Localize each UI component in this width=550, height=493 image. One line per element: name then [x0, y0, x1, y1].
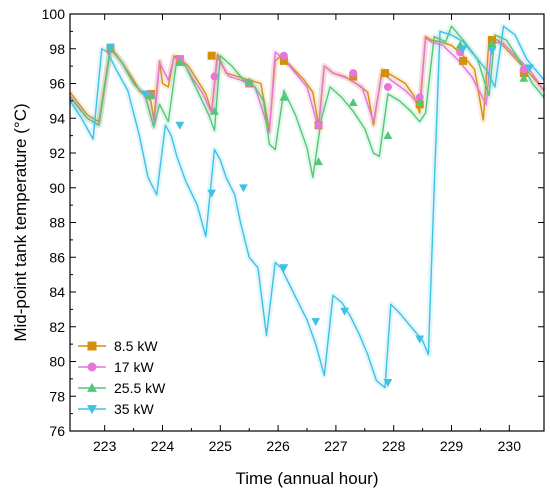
data-point-25-5-kw [519, 73, 529, 82]
x-tick-label: 223 [93, 438, 117, 454]
y-tick-label: 82 [49, 319, 65, 335]
data-point-35-kw [415, 335, 425, 344]
data-point-25-5-kw [415, 98, 425, 107]
data-point-25-5-kw [210, 106, 219, 115]
legend-label: 25.5 kW [114, 380, 166, 396]
data-point-8-5-kw [279, 56, 288, 65]
y-tick-label: 96 [49, 76, 65, 92]
data-point-17-kw [314, 121, 323, 130]
data-point-25-5-kw [348, 98, 358, 107]
x-tick-label: 229 [440, 438, 464, 454]
series-line-35-kw [69, 25, 545, 389]
data-point-25-5-kw [244, 77, 254, 86]
legend-marker [87, 382, 97, 392]
data-point-25-5-kw [314, 157, 323, 166]
data-point-35-kw [207, 189, 217, 198]
data-point-25-5-kw [175, 58, 185, 67]
series-line-25-5-kw [69, 25, 545, 179]
x-tick-label: 225 [209, 438, 233, 454]
data-point-35-kw [239, 184, 248, 193]
data-point-35-kw [525, 64, 534, 73]
y-tick-label: 76 [49, 423, 65, 439]
series-line-17-kw [69, 37, 545, 133]
y-tick-label: 98 [49, 41, 65, 57]
y-tick-label: 86 [49, 249, 65, 265]
data-point-17-kw [210, 72, 219, 81]
data-point-8-5-kw [459, 56, 468, 65]
data-point-35-kw [140, 90, 150, 99]
data-point-35-kw [106, 43, 115, 52]
legend-marker [87, 405, 97, 415]
data-point-35-kw [487, 47, 497, 56]
ticks-layer: 223 224 225 226 227 228 229 230 76 78 80 82 84 86 88 90… [42, 6, 544, 454]
data-point-25-5-kw [146, 91, 156, 100]
y-tick-label: 92 [49, 145, 65, 161]
y-tick-label: 78 [49, 388, 65, 404]
data-point-35-kw [383, 378, 393, 387]
data-point-25-5-kw [279, 92, 289, 101]
data-point-17-kw [349, 69, 358, 78]
series-layer [67, 23, 547, 391]
legend-marker [87, 341, 97, 351]
y-tick-label: 88 [49, 215, 65, 231]
x-tick-label: 227 [324, 438, 348, 454]
data-point-35-kw [279, 264, 289, 273]
data-point-35-kw [311, 318, 321, 327]
y-tick-label: 100 [42, 6, 66, 22]
legend-marker [87, 362, 97, 372]
y-tick-label: 84 [49, 284, 65, 300]
x-tick-label: 230 [498, 438, 522, 454]
data-point-25-5-kw [383, 131, 393, 140]
data-point-35-kw [175, 121, 185, 130]
y-axis-title: Mid-point tank temperature (°C) [11, 103, 30, 341]
y-tick-label: 80 [49, 354, 65, 370]
x-axis-title: Time (annual hour) [236, 469, 379, 488]
x-tick-label: 228 [382, 438, 406, 454]
y-tick-label: 94 [49, 110, 65, 126]
legend-label: 8.5 kW [114, 338, 158, 354]
x-tick-label: 226 [266, 438, 290, 454]
x-tick-label: 224 [151, 438, 175, 454]
data-point-17-kw [415, 93, 424, 102]
legend: 8.5 kW 17 kW 25.5 kW 35 kW [78, 338, 166, 417]
data-point-17-kw [519, 65, 528, 74]
data-point-17-kw [279, 51, 288, 60]
data-point-8-5-kw [381, 69, 390, 78]
data-point-8-5-kw [207, 51, 216, 60]
data-point-35-kw [340, 307, 349, 316]
data-point-17-kw [383, 82, 392, 91]
legend-label: 17 kW [114, 359, 154, 375]
data-point-35-kw [458, 45, 468, 54]
y-tick-label: 90 [49, 180, 65, 196]
data-point-25-5-kw [487, 38, 497, 47]
legend-label: 35 kW [114, 401, 154, 417]
